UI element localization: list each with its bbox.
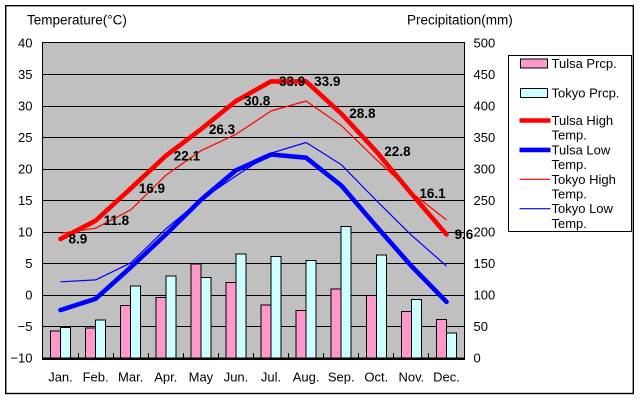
- svg-text:5: 5: [25, 256, 32, 271]
- svg-text:22.1: 22.1: [174, 148, 201, 163]
- svg-text:30.8: 30.8: [244, 94, 271, 109]
- svg-text:33.9: 33.9: [279, 74, 305, 89]
- svg-text:16.9: 16.9: [139, 181, 165, 196]
- svg-text:350: 350: [474, 130, 496, 145]
- svg-text:50: 50: [474, 319, 488, 334]
- svg-text:−10: −10: [10, 351, 32, 366]
- svg-text:Jun.: Jun.: [224, 370, 249, 385]
- svg-text:Tulsa High: Tulsa High: [552, 113, 614, 128]
- svg-text:Tokyo Low: Tokyo Low: [552, 201, 614, 216]
- svg-text:20: 20: [18, 162, 32, 177]
- svg-text:28.8: 28.8: [349, 106, 376, 121]
- svg-text:10: 10: [18, 225, 32, 240]
- svg-text:May: May: [189, 370, 214, 385]
- svg-text:Sep.: Sep.: [328, 370, 355, 385]
- svg-text:8.9: 8.9: [69, 231, 88, 246]
- svg-text:300: 300: [474, 162, 496, 177]
- svg-text:Temp.: Temp.: [552, 187, 587, 202]
- svg-text:−5: −5: [18, 319, 33, 334]
- svg-text:Temperature(°C): Temperature(°C): [27, 13, 127, 28]
- svg-text:Nov.: Nov.: [399, 370, 425, 385]
- svg-text:40: 40: [18, 36, 32, 51]
- svg-text:Precipitation(mm): Precipitation(mm): [407, 13, 513, 28]
- svg-text:26.3: 26.3: [209, 122, 236, 137]
- svg-text:Tulsa Low: Tulsa Low: [552, 142, 611, 157]
- svg-text:33.9: 33.9: [314, 74, 340, 89]
- svg-text:15: 15: [18, 193, 32, 208]
- svg-text:Temp.: Temp.: [552, 128, 587, 143]
- svg-text:25: 25: [18, 130, 32, 145]
- svg-text:Jan.: Jan.: [48, 370, 73, 385]
- svg-text:22.8: 22.8: [384, 144, 411, 159]
- svg-text:Aug.: Aug.: [293, 370, 320, 385]
- svg-text:Oct.: Oct.: [364, 370, 388, 385]
- svg-text:400: 400: [474, 99, 496, 114]
- svg-text:Apr.: Apr.: [154, 370, 177, 385]
- svg-text:9.6: 9.6: [455, 227, 474, 242]
- svg-text:Mar.: Mar.: [118, 370, 143, 385]
- svg-text:Tulsa Prcp.: Tulsa Prcp.: [552, 56, 617, 71]
- svg-text:0: 0: [25, 288, 32, 303]
- svg-text:11.8: 11.8: [104, 213, 130, 228]
- svg-text:16.1: 16.1: [419, 186, 446, 201]
- svg-text:450: 450: [474, 67, 496, 82]
- svg-text:200: 200: [474, 225, 496, 240]
- svg-text:100: 100: [474, 288, 496, 303]
- svg-text:35: 35: [18, 67, 32, 82]
- svg-text:30: 30: [18, 99, 32, 114]
- svg-text:Jul.: Jul.: [261, 370, 281, 385]
- svg-text:Tokyo High: Tokyo High: [552, 172, 616, 187]
- svg-text:250: 250: [474, 193, 496, 208]
- svg-text:Temp.: Temp.: [552, 157, 587, 172]
- svg-text:150: 150: [474, 256, 496, 271]
- svg-text:0: 0: [474, 351, 481, 366]
- svg-text:500: 500: [474, 36, 496, 51]
- svg-text:Dec.: Dec.: [433, 370, 460, 385]
- svg-text:Temp.: Temp.: [552, 216, 587, 231]
- svg-text:Feb.: Feb.: [83, 370, 109, 385]
- svg-text:Tokyo Prcp.: Tokyo Prcp.: [552, 86, 620, 101]
